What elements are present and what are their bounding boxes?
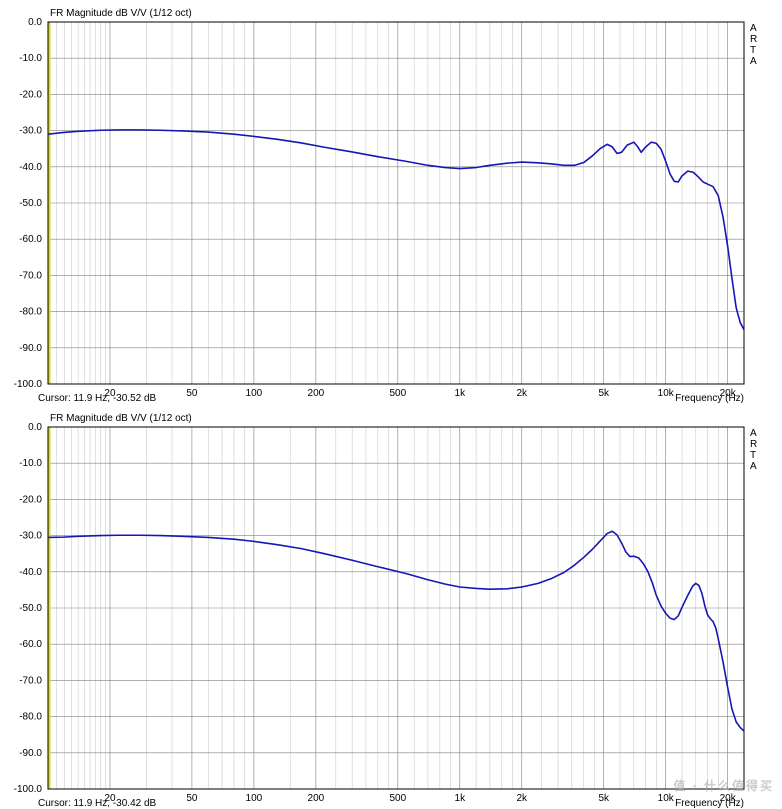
svg-text:10k: 10k	[658, 388, 675, 399]
svg-text:0.0: 0.0	[28, 422, 42, 433]
svg-text:-40.0: -40.0	[19, 567, 42, 578]
svg-text:-20.0: -20.0	[19, 494, 42, 505]
svg-text:-10.0: -10.0	[19, 458, 42, 469]
chart-svg: 20501002005001k2k5k10k20k0.0-10.0-20.0-3…	[0, 0, 782, 400]
svg-text:100: 100	[246, 793, 263, 804]
watermark-text: 值 · 什么值得买	[673, 777, 774, 794]
fr-chart-1: FR Magnitude dB V/V (1/12 oct) ARTA 2050…	[0, 0, 782, 400]
svg-text:200: 200	[308, 793, 325, 804]
svg-text:-80.0: -80.0	[19, 712, 42, 723]
svg-text:-30.0: -30.0	[19, 126, 42, 137]
svg-text:100: 100	[246, 388, 263, 399]
x-axis-label: Frequency (Hz)	[675, 393, 744, 404]
svg-text:10k: 10k	[658, 793, 675, 804]
svg-text:-90.0: -90.0	[19, 343, 42, 354]
svg-text:5k: 5k	[598, 793, 610, 804]
svg-text:0.0: 0.0	[28, 17, 42, 28]
svg-text:-60.0: -60.0	[19, 234, 42, 245]
svg-text:-90.0: -90.0	[19, 748, 42, 759]
svg-text:-10.0: -10.0	[19, 53, 42, 64]
svg-text:200: 200	[308, 388, 325, 399]
svg-text:-50.0: -50.0	[19, 198, 42, 209]
svg-text:-40.0: -40.0	[19, 162, 42, 173]
fr-chart-2: FR Magnitude dB V/V (1/12 oct) ARTA 2050…	[0, 405, 782, 805]
svg-text:-100.0: -100.0	[14, 379, 43, 390]
svg-text:50: 50	[186, 793, 198, 804]
svg-text:500: 500	[389, 388, 406, 399]
svg-text:-60.0: -60.0	[19, 639, 42, 650]
svg-text:2k: 2k	[517, 388, 529, 399]
svg-text:2k: 2k	[517, 793, 529, 804]
chart-svg: 20501002005001k2k5k10k20k0.0-10.0-20.0-3…	[0, 405, 782, 805]
svg-text:1k: 1k	[455, 388, 467, 399]
svg-text:-100.0: -100.0	[14, 784, 43, 795]
svg-text:-50.0: -50.0	[19, 603, 42, 614]
svg-text:-80.0: -80.0	[19, 307, 42, 318]
svg-text:5k: 5k	[598, 388, 610, 399]
svg-text:500: 500	[389, 793, 406, 804]
svg-text:1k: 1k	[455, 793, 467, 804]
cursor-readout: Cursor: 11.9 Hz, -30.52 dB	[38, 393, 156, 404]
svg-text:-70.0: -70.0	[19, 270, 42, 281]
svg-text:-70.0: -70.0	[19, 675, 42, 686]
svg-text:-30.0: -30.0	[19, 531, 42, 542]
svg-text:50: 50	[186, 388, 198, 399]
svg-text:-20.0: -20.0	[19, 89, 42, 100]
